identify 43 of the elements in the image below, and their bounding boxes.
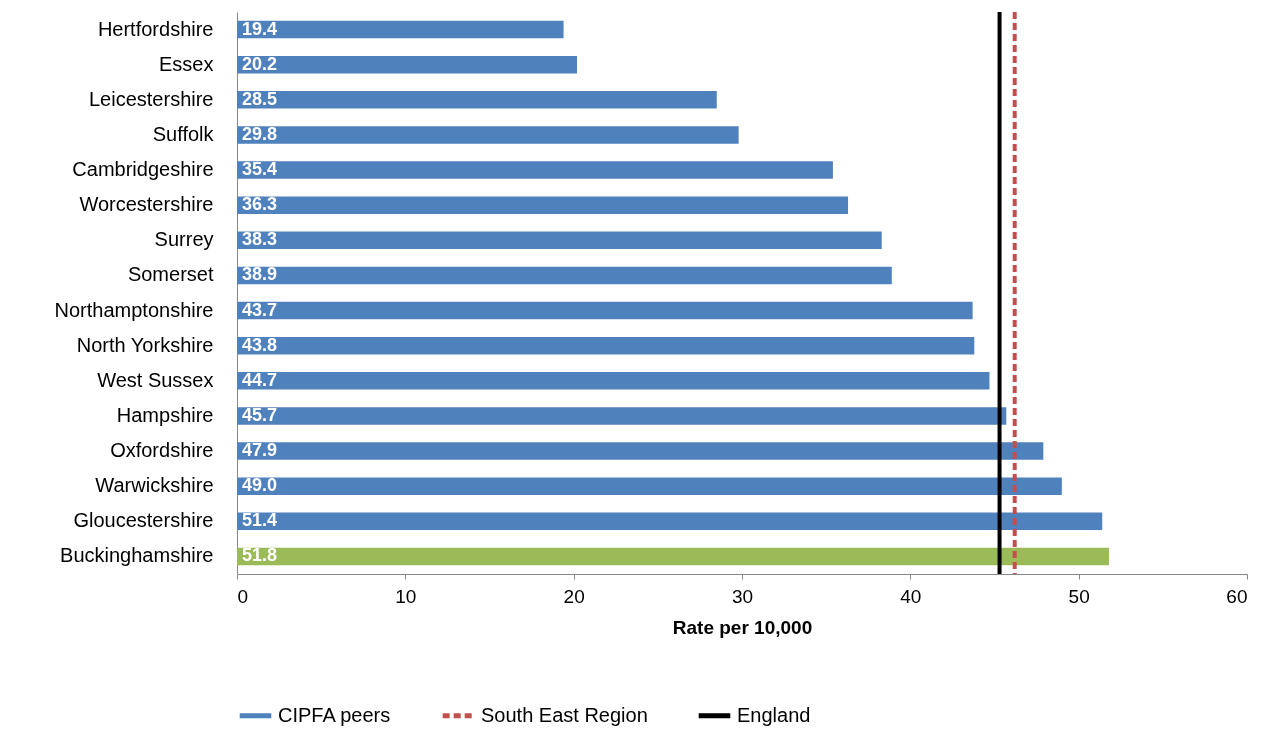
legend-label: CIPFA peers — [278, 703, 391, 726]
x-tick-label: 10 — [395, 585, 417, 607]
data-label: 20.2 — [242, 53, 278, 74]
data-label: 44.7 — [242, 369, 278, 390]
data-label: 19.4 — [242, 18, 278, 39]
x-tick-label: 0 — [237, 585, 249, 607]
x-tick-label: 40 — [900, 585, 922, 607]
y-tick-label: North Yorkshire — [76, 333, 214, 356]
legend-label: South East Region — [481, 703, 648, 726]
data-label: 47.9 — [242, 440, 278, 461]
x-tick-label: 30 — [731, 585, 754, 607]
data-label: 51.8 — [242, 545, 278, 566]
legend-label: England — [737, 703, 811, 726]
y-tick-label: Buckinghamshire — [60, 544, 214, 567]
data-label: 43.8 — [242, 334, 278, 355]
y-tick-label: Worcestershire — [79, 193, 214, 216]
x-tick-label: 20 — [563, 585, 585, 607]
data-label: 36.3 — [242, 194, 278, 215]
y-tick-label: Hampshire — [116, 403, 214, 426]
data-label: 29.8 — [242, 123, 278, 144]
x-tick-label: 60 — [1226, 585, 1248, 607]
y-tick-label: Gloucestershire — [73, 509, 214, 532]
data-label: 43.7 — [242, 299, 278, 320]
y-tick-label: Suffolk — [152, 122, 215, 145]
data-label: 45.7 — [242, 404, 278, 425]
y-tick-label: Somerset — [127, 263, 214, 286]
y-tick-label: Oxfordshire — [110, 439, 214, 462]
y-tick-label: Leicestershire — [88, 87, 214, 110]
y-tick-label: Essex — [159, 52, 214, 75]
data-label: 38.3 — [242, 229, 278, 250]
y-tick-label: Warwickshire — [95, 474, 214, 497]
data-label: 51.4 — [242, 510, 278, 531]
y-tick-label: Hertfordshire — [97, 17, 214, 40]
y-tick-label: Cambridgeshire — [72, 158, 214, 181]
y-tick-label: West Sussex — [97, 368, 214, 391]
data-label: 38.9 — [242, 264, 278, 285]
data-label: 28.5 — [242, 88, 278, 109]
data-label: 49.0 — [242, 475, 278, 496]
x-axis-title: Rate per 10,000 — [672, 616, 813, 638]
y-tick-label: Northamptonshire — [54, 298, 214, 321]
x-tick-label: 50 — [1068, 585, 1090, 607]
y-tick-label: Surrey — [154, 228, 214, 251]
data-label: 35.4 — [242, 159, 278, 180]
